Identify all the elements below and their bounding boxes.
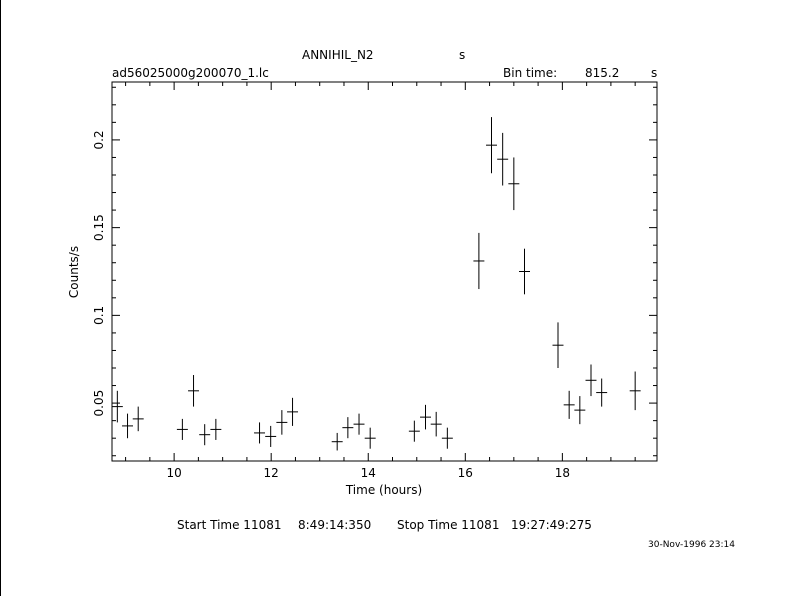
object-unit: s bbox=[459, 48, 466, 62]
file-name: ad56025000g200070_1.lc bbox=[112, 66, 269, 80]
bin-time-unit: s bbox=[651, 66, 658, 80]
object-name: ANNIHIL_N2 bbox=[302, 48, 374, 62]
y-tick-labels: 0.05 0.1 0.15 0.2 bbox=[92, 130, 106, 416]
window-left-border bbox=[0, 0, 1, 596]
y-tick-label: 0.15 bbox=[92, 214, 106, 241]
x-tick-label: 10 bbox=[166, 466, 181, 480]
y-tick-label: 0.2 bbox=[92, 130, 106, 149]
start-time-value: 8:49:14:350 bbox=[298, 518, 372, 532]
date-stamp: 30-Nov-1996 23:14 bbox=[648, 540, 735, 550]
y-tick-label: 0.05 bbox=[92, 390, 106, 417]
y-axis-label: Counts/s bbox=[67, 246, 81, 298]
bin-time-label: Bin time: bbox=[503, 66, 558, 80]
y-tick-label: 0.1 bbox=[92, 306, 106, 325]
start-time-label: Start Time 11081 bbox=[177, 518, 282, 532]
x-tick-label: 18 bbox=[555, 466, 570, 480]
stop-time-value: 19:27:49:275 bbox=[511, 518, 592, 532]
stop-time-label: Stop Time 11081 bbox=[397, 518, 500, 532]
x-tick-labels: 10 12 14 16 18 bbox=[166, 466, 570, 480]
plot-frame bbox=[111, 81, 658, 462]
x-tick-label: 14 bbox=[361, 466, 376, 480]
bin-time-value: 815.2 bbox=[585, 66, 620, 80]
data-points bbox=[112, 117, 641, 451]
x-axis-label: Time (hours) bbox=[345, 483, 422, 497]
axis-ticks bbox=[112, 82, 657, 461]
x-tick-label: 12 bbox=[264, 466, 279, 480]
x-tick-label: 16 bbox=[458, 466, 473, 480]
